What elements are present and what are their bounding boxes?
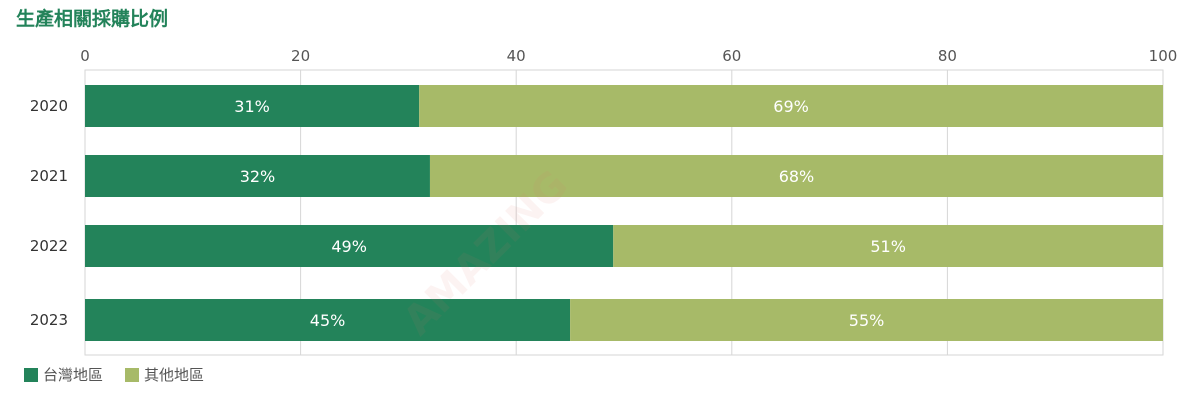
bar-2022-series-0 xyxy=(85,225,614,267)
data-label-2023-series-1: 55% xyxy=(849,311,885,330)
x-tick-label-40: 40 xyxy=(507,47,526,65)
bar-2023-series-0 xyxy=(85,299,571,341)
category-label-2022: 2022 xyxy=(30,237,68,255)
category-label-2020: 2020 xyxy=(30,97,68,115)
bar-2023-series-1 xyxy=(570,299,1163,341)
bar-2020-series-1 xyxy=(419,85,1163,127)
legend-item-other[interactable]: 其他地區 xyxy=(125,364,204,385)
bar-2021-series-1 xyxy=(429,155,1164,197)
x-tick-label-20: 20 xyxy=(291,47,310,65)
data-label-2022-series-0: 49% xyxy=(331,237,367,256)
data-label-2021-series-1: 68% xyxy=(779,167,815,186)
bar-2022-series-1 xyxy=(613,225,1163,267)
x-tick-label-0: 0 xyxy=(80,47,90,65)
data-label-2022-series-1: 51% xyxy=(870,237,906,256)
x-tick-label-60: 60 xyxy=(722,47,741,65)
bar-2021-series-0 xyxy=(85,155,430,197)
category-label-2023: 2023 xyxy=(30,311,68,329)
data-label-2021-series-0: 32% xyxy=(240,167,276,186)
data-label-2020-series-0: 31% xyxy=(234,97,270,116)
legend: 台灣地區 其他地區 xyxy=(24,364,226,385)
category-label-2021: 2021 xyxy=(30,167,68,185)
x-tick-label-80: 80 xyxy=(938,47,957,65)
legend-swatch-other xyxy=(125,367,140,382)
x-tick-label-100: 100 xyxy=(1149,47,1178,65)
legend-swatch-taiwan xyxy=(24,367,38,382)
data-label-2020-series-1: 69% xyxy=(773,97,809,116)
chart-title: 生產相關採購比例 xyxy=(16,8,169,30)
legend-label-other: 其他地區 xyxy=(144,366,205,384)
bar-2020-series-0 xyxy=(85,85,420,127)
legend-label-taiwan: 台灣地區 xyxy=(43,366,104,384)
legend-item-taiwan[interactable]: 台灣地區 xyxy=(24,364,103,385)
data-label-2023-series-0: 45% xyxy=(310,311,346,330)
